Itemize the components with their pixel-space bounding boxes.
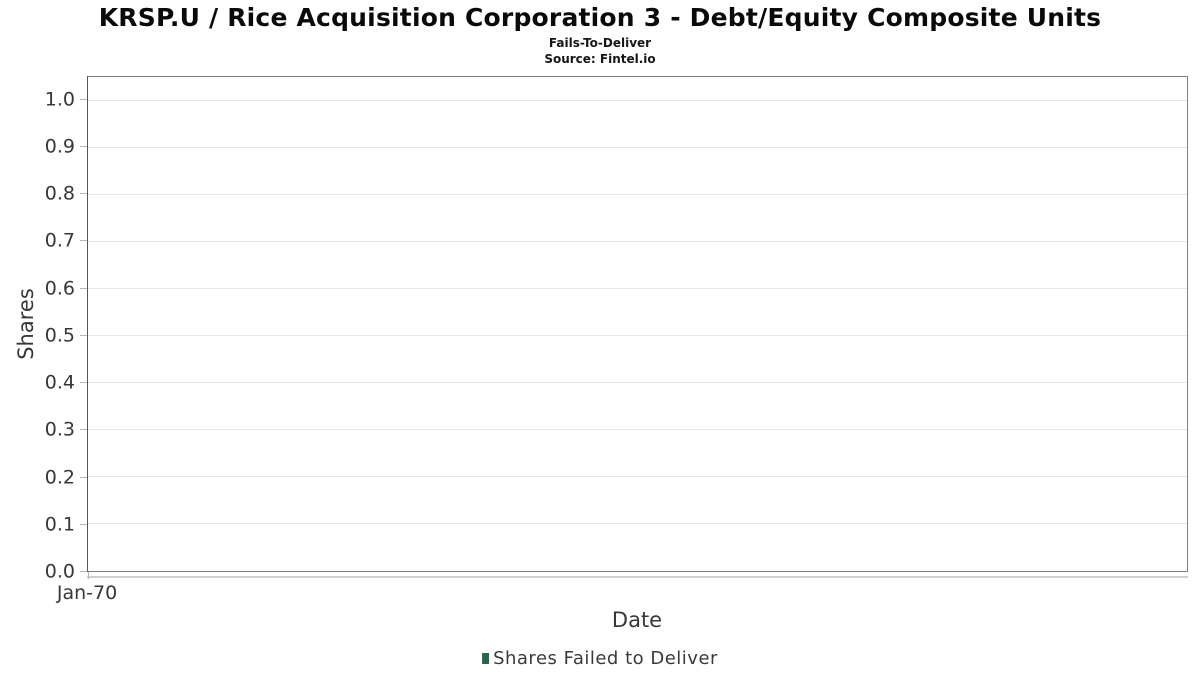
gridline-y-0.1 bbox=[88, 522, 1187, 524]
gridline-y-0.9 bbox=[88, 146, 1187, 148]
y-axis-tick-mark-0.2 bbox=[80, 476, 87, 478]
x-axis-tick-mark bbox=[88, 572, 89, 579]
x-axis-title: Date bbox=[611, 608, 663, 632]
y-axis-tick-mark-0.3 bbox=[80, 429, 87, 431]
gridline-y-0.5 bbox=[88, 334, 1187, 336]
gridline-y-0.4 bbox=[88, 381, 1187, 383]
y-axis-tick-label-0.9: 0.9 bbox=[44, 135, 75, 158]
y-axis-tick-mark-0.9 bbox=[80, 145, 87, 147]
gridline-y-1.0 bbox=[88, 99, 1187, 101]
y-axis-tick-label-0.0: 0.0 bbox=[44, 560, 75, 583]
y-axis-tick-mark-1.0 bbox=[80, 98, 87, 100]
y-axis-tick-mark-0.7 bbox=[80, 240, 87, 242]
y-axis-tick-mark-0.5 bbox=[80, 334, 87, 336]
gridline-y-0.6 bbox=[88, 287, 1187, 289]
y-axis-tick-mark-0.8 bbox=[80, 193, 87, 195]
gridline-y-0.8 bbox=[88, 193, 1187, 195]
x-axis-tick-label: Jan-70 bbox=[56, 582, 118, 604]
y-axis-tick-label-1.0: 1.0 bbox=[44, 88, 75, 111]
y-axis-tick-label-0.1: 0.1 bbox=[44, 513, 75, 536]
y-axis-tick-mark-0.1 bbox=[80, 523, 87, 525]
y-axis-tick-label-0.4: 0.4 bbox=[44, 371, 75, 394]
y-axis-tick-label-0.6: 0.6 bbox=[44, 277, 75, 300]
y-axis-tick-label-0.2: 0.2 bbox=[44, 466, 75, 489]
chart-source: Source: Fintel.io bbox=[544, 52, 656, 66]
legend-label: Shares Failed to Deliver bbox=[493, 648, 718, 669]
x-axis-line bbox=[87, 576, 1188, 578]
gridline-y-0.7 bbox=[88, 240, 1187, 242]
chart-subtitle: Fails-To-Deliver bbox=[548, 36, 652, 50]
plot-area bbox=[87, 76, 1188, 572]
y-axis-tick-mark-0.6 bbox=[80, 287, 87, 289]
y-axis-tick-label-0.5: 0.5 bbox=[44, 324, 75, 347]
y-axis-tick-label-0.7: 0.7 bbox=[44, 229, 75, 252]
y-axis-tick-label-0.8: 0.8 bbox=[44, 182, 75, 205]
gridline-y-0.2 bbox=[88, 475, 1187, 477]
legend-swatch bbox=[482, 653, 490, 664]
legend-item[interactable]: Shares Failed to Deliver bbox=[482, 648, 718, 669]
gridline-y-0.3 bbox=[88, 428, 1187, 430]
y-axis-tick-mark-0.4 bbox=[80, 382, 87, 384]
chart-title: KRSP.U / Rice Acquisition Corporation 3 … bbox=[98, 3, 1102, 32]
y-axis-tick-label-0.3: 0.3 bbox=[44, 418, 75, 441]
y-axis-tick-mark-0.0 bbox=[80, 571, 87, 572]
y-axis: 0.0 0.1 0.2 0.3 0.4 0.5 0.6 0.7 0.8 0.9 1.0 bbox=[0, 76, 87, 581]
